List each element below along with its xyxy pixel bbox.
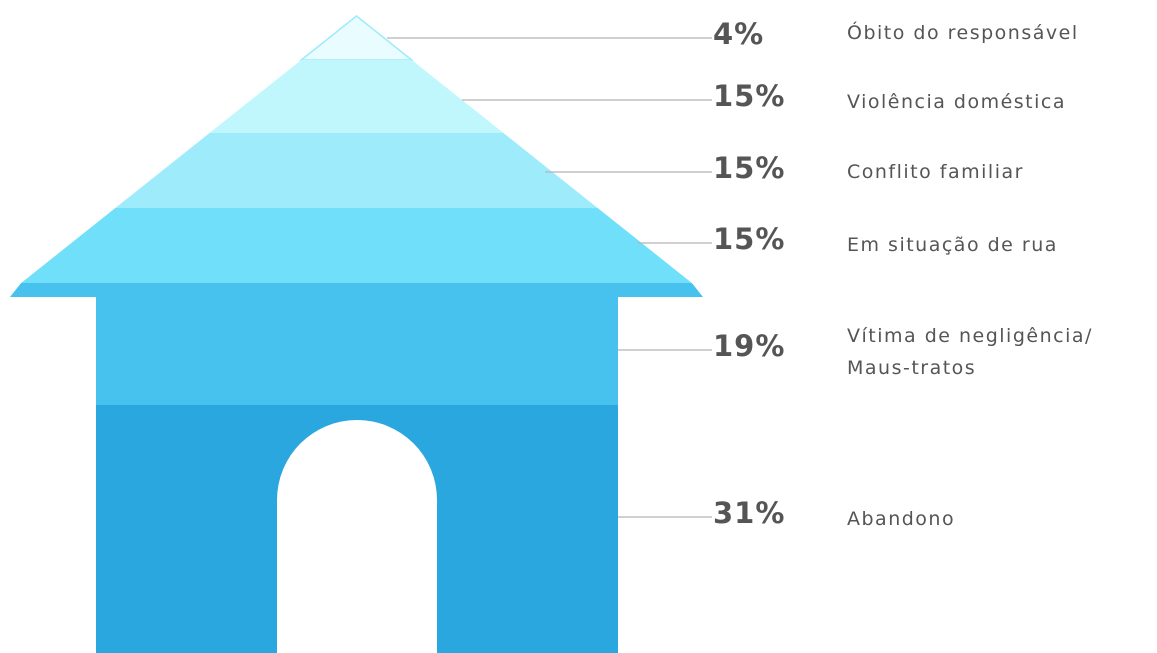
house-band — [21, 208, 692, 283]
category-label: Abandono — [847, 503, 1157, 535]
value-label: 31% — [713, 496, 785, 530]
value-label: 4% — [713, 17, 764, 51]
category-label: Conflito familiar — [847, 156, 1157, 188]
value-label: 15% — [713, 151, 785, 185]
house-band — [10, 283, 703, 405]
value-label: 15% — [713, 222, 785, 256]
category-label: Violência doméstica — [847, 86, 1157, 118]
category-label: Óbito do responsável — [847, 17, 1157, 49]
house-band — [115, 133, 597, 208]
infographic: 4% 15% 15% 15% 19% 31% Óbito do responsável Vi… — [0, 0, 1157, 653]
door — [277, 420, 437, 653]
category-label: Vítima de negligência/ Maus-tratos — [847, 320, 1157, 384]
value-label: 19% — [713, 329, 785, 363]
value-label: 15% — [713, 79, 785, 113]
category-label: Em situação de rua — [847, 229, 1157, 261]
house-band — [210, 60, 504, 133]
